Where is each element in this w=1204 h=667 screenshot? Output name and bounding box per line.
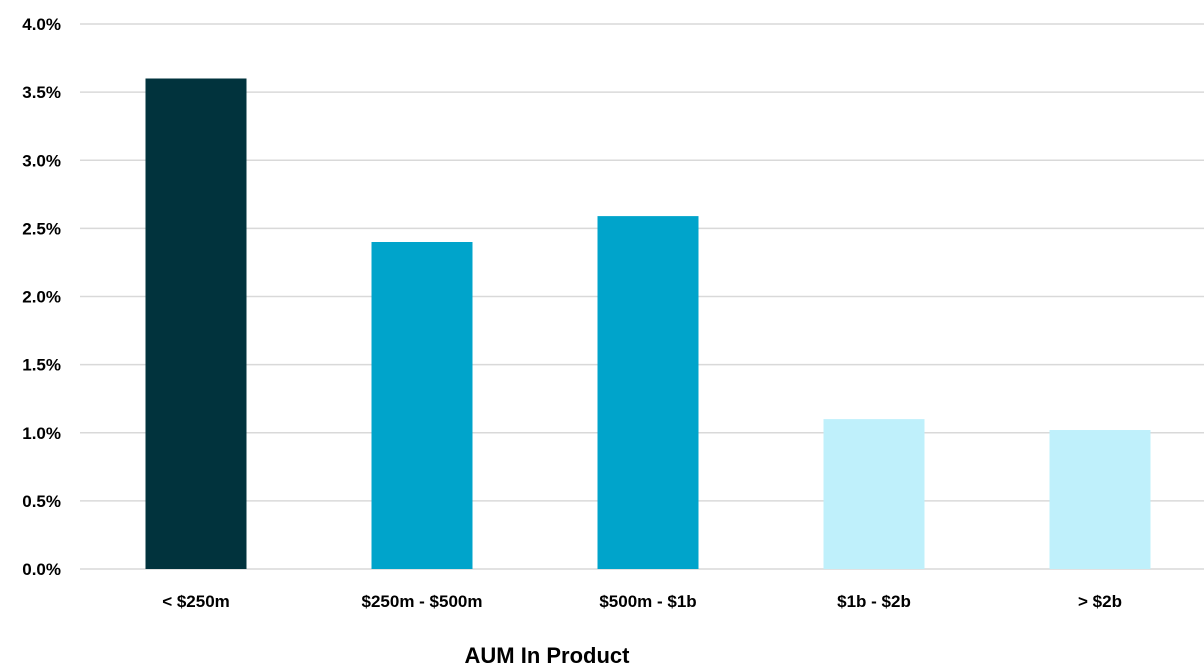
x-axis-title: AUM In Product bbox=[465, 643, 631, 667]
x-tick-label: $500m - $1b bbox=[599, 592, 696, 611]
x-tick-label: $250m - $500m bbox=[362, 592, 483, 611]
y-axis-tick-labels: 0.0% 0.5% 1.0% 1.5% 2.0% 2.5% 3.0% 3.5% 4.0% bbox=[22, 15, 61, 579]
bar bbox=[1049, 430, 1151, 569]
y-tick-label: 3.0% bbox=[22, 151, 61, 170]
x-tick-label: $1b - $2b bbox=[837, 592, 911, 611]
y-tick-label: 3.5% bbox=[22, 83, 61, 102]
y-tick-label: 4.0% bbox=[22, 15, 61, 34]
y-tick-label: 2.5% bbox=[22, 219, 61, 238]
bars bbox=[145, 78, 1151, 570]
y-tick-label: 0.5% bbox=[22, 492, 61, 511]
bar bbox=[823, 419, 925, 569]
bar bbox=[597, 216, 699, 570]
y-tick-label: 1.0% bbox=[22, 424, 61, 443]
bar bbox=[145, 78, 247, 569]
y-tick-label: 1.5% bbox=[22, 356, 61, 375]
bar bbox=[371, 242, 473, 569]
x-tick-label: < $250m bbox=[162, 592, 230, 611]
y-tick-label: 0.0% bbox=[22, 560, 61, 579]
x-tick-label: > $2b bbox=[1078, 592, 1122, 611]
x-axis-tick-labels: < $250m $250m - $500m $500m - $1b $1b - $2b… bbox=[162, 592, 1122, 611]
y-tick-label: 2.0% bbox=[22, 288, 61, 307]
